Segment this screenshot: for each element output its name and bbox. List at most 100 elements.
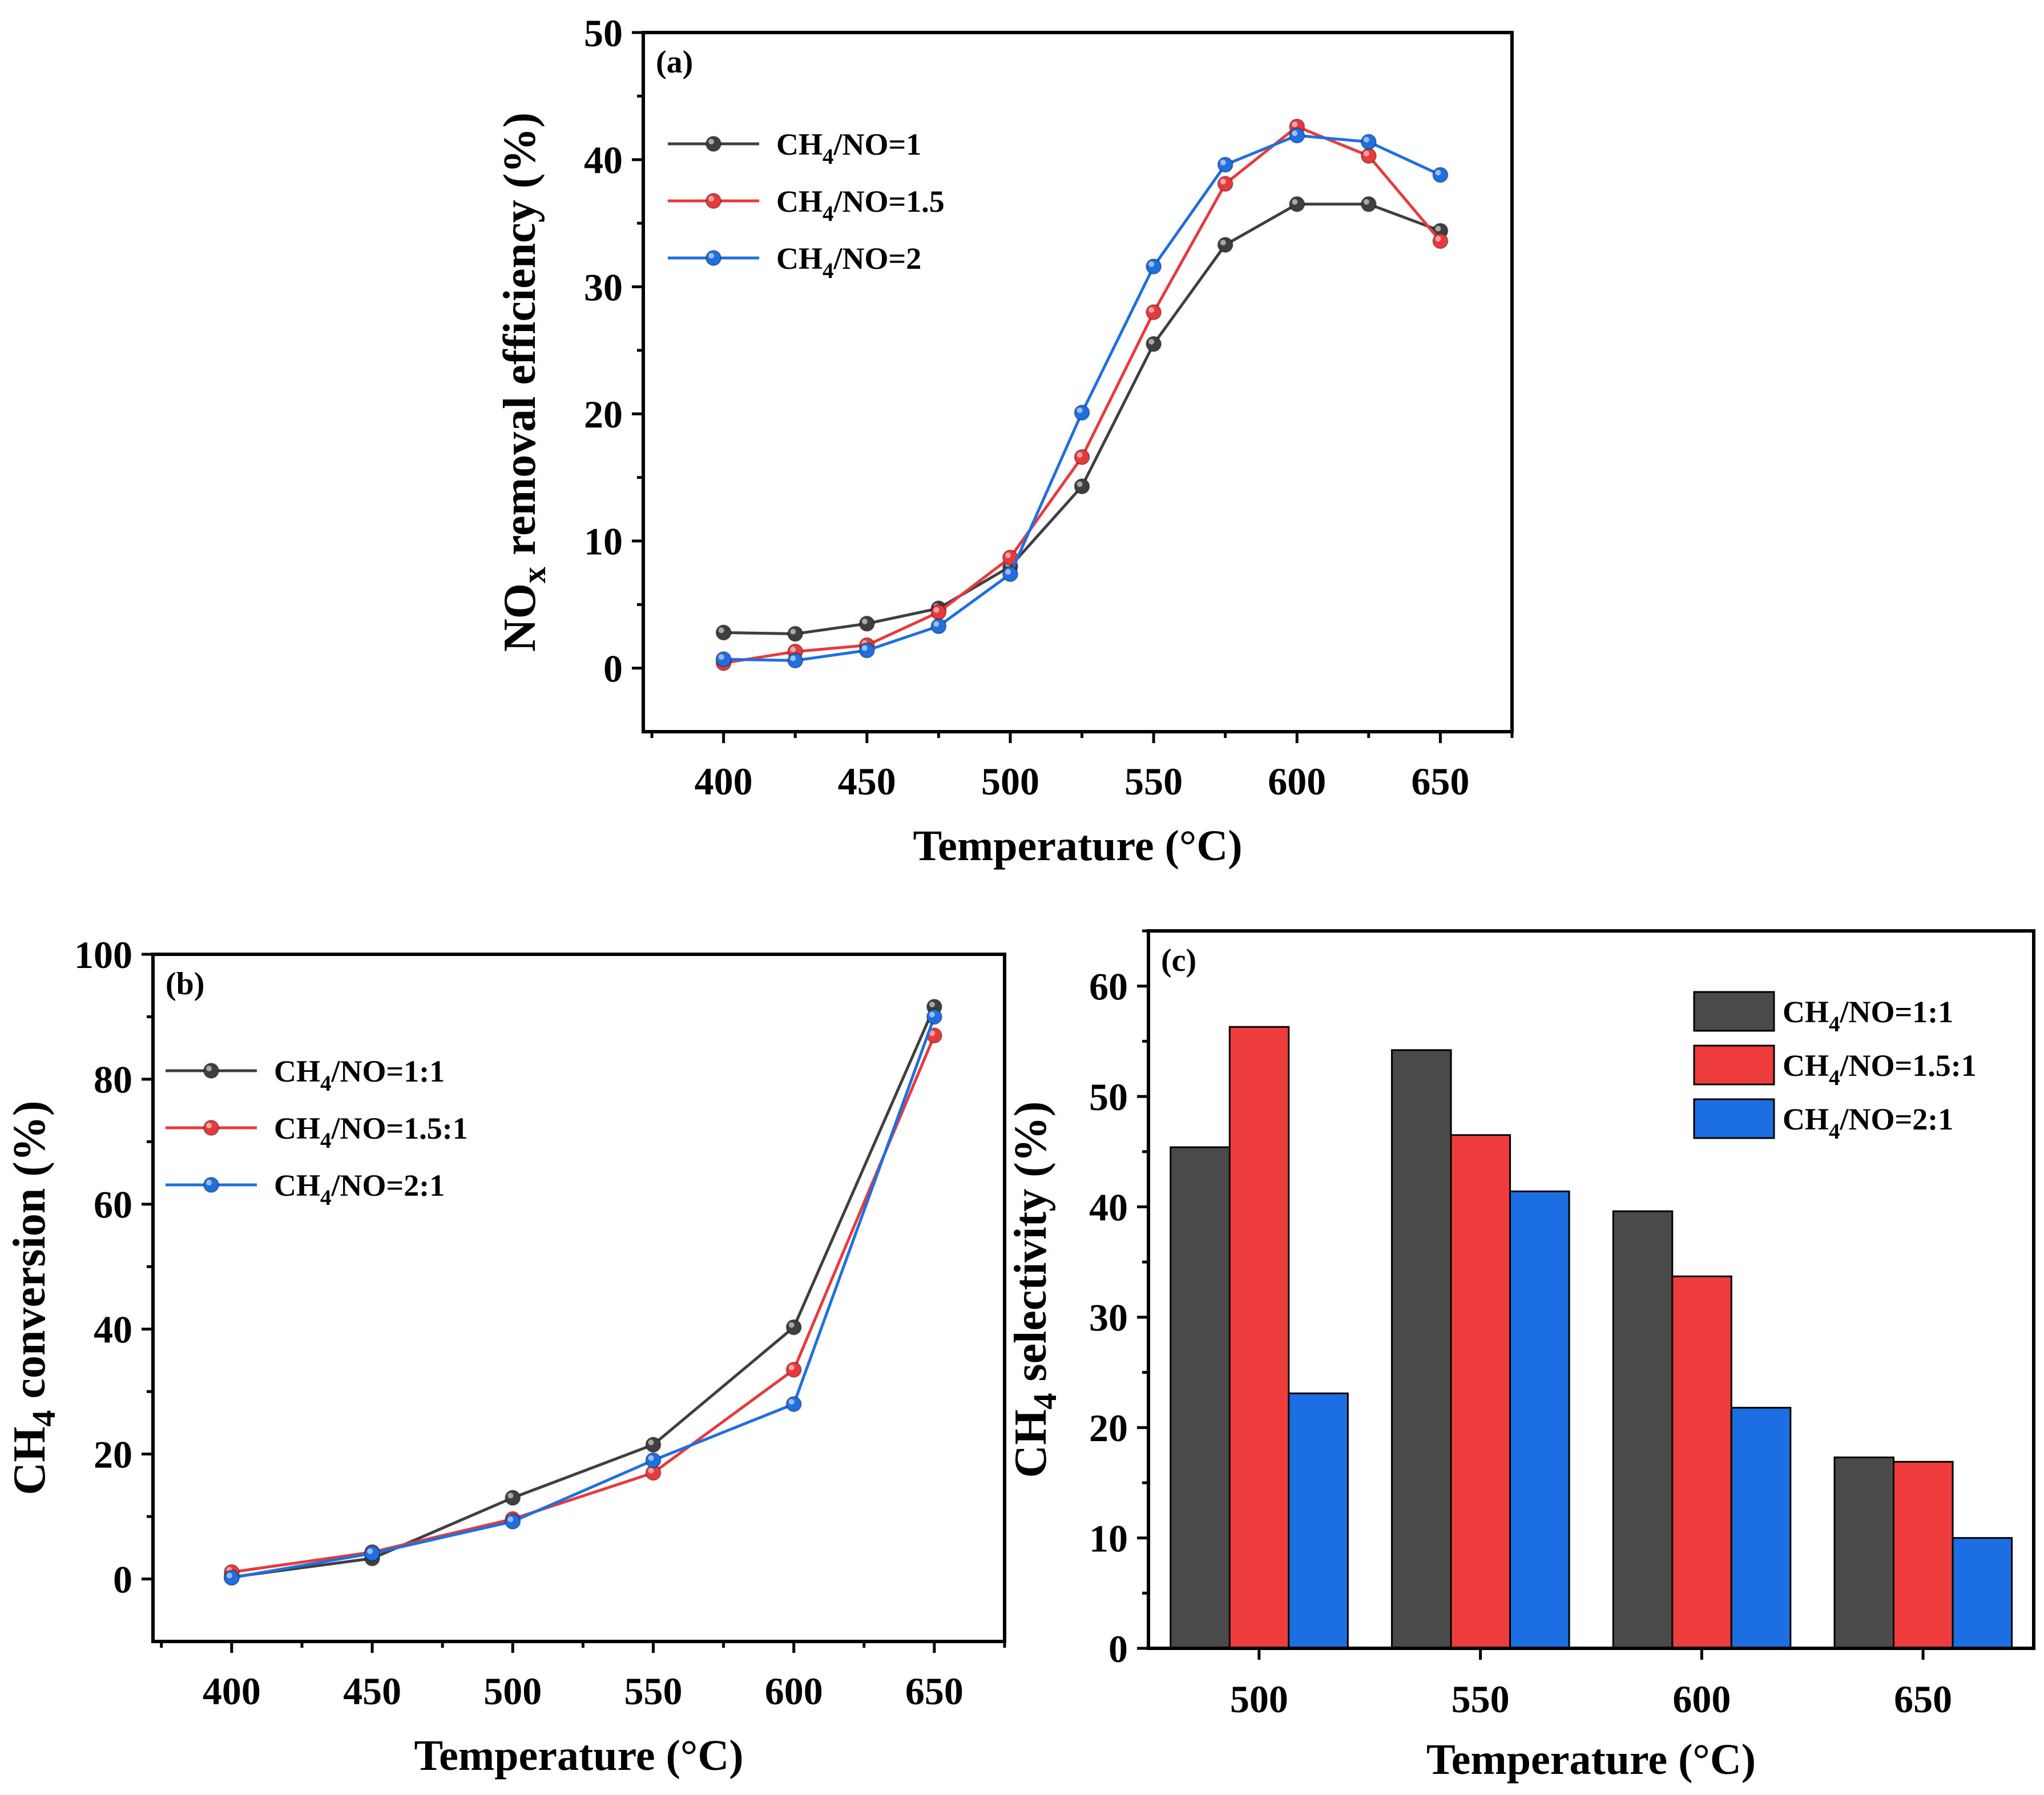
- data-point: [858, 615, 875, 632]
- y-axis-label-subscript: 4: [25, 1410, 62, 1427]
- data-point: [1074, 478, 1090, 495]
- data-point-marker: [1217, 236, 1233, 253]
- data-point-marker: [785, 1319, 802, 1336]
- series-line-3: [231, 1016, 936, 1579]
- data-point: [203, 1063, 219, 1079]
- data-point-marker: [203, 1177, 219, 1193]
- data-point-marker: [1360, 148, 1377, 164]
- data-point-marker: [715, 651, 732, 668]
- data-point-marker: [1146, 304, 1162, 320]
- legend-label-rest: /NO=1:1: [330, 1054, 445, 1088]
- data-point-highlight: [1220, 159, 1226, 166]
- legend-label-rest: /NO=1:1: [1839, 995, 1953, 1029]
- bar: [1730, 1406, 1792, 1649]
- data-point-marker: [705, 136, 721, 152]
- data-point-marker: [1289, 196, 1305, 212]
- x-tick-label: 450: [343, 1669, 401, 1713]
- data-point-highlight: [788, 1365, 795, 1370]
- data-point-highlight: [648, 1455, 654, 1461]
- data-point: [785, 1396, 802, 1413]
- y-axis-label: NOx removal efficiency (%): [495, 112, 553, 652]
- data-point-highlight: [929, 1002, 935, 1007]
- legend-label-main: CH: [274, 1168, 320, 1203]
- data-point: [1360, 196, 1377, 212]
- data-point-highlight: [929, 1030, 935, 1036]
- legend-label-main: CH: [776, 127, 823, 162]
- panel-label: (c): [1161, 943, 1196, 978]
- legend-label: CH4/NO=2:1: [1783, 1102, 1953, 1144]
- x-tick-label: 400: [203, 1669, 261, 1713]
- data-point-highlight: [1435, 225, 1441, 232]
- legend-label-rest: /NO=2: [833, 241, 921, 276]
- x-tick-label: 500: [981, 760, 1039, 803]
- data-point: [203, 1177, 219, 1193]
- data-point-marker: [203, 1120, 219, 1136]
- data-point-highlight: [1148, 338, 1155, 345]
- data-point-highlight: [718, 654, 724, 660]
- data-point: [645, 1465, 662, 1481]
- x-tick-label: 600: [1672, 1677, 1731, 1721]
- x-tick-label: 550: [1124, 760, 1183, 803]
- y-axis-label-subscript: 4: [1026, 1393, 1063, 1409]
- data-point-marker: [705, 193, 721, 209]
- data-point: [203, 1120, 219, 1136]
- data-point-highlight: [1005, 568, 1011, 575]
- x-tick-label: 500: [483, 1669, 542, 1713]
- data-point-highlight: [206, 1066, 212, 1072]
- data-point: [1289, 127, 1305, 144]
- data-point-highlight: [790, 628, 796, 635]
- data-point-highlight: [708, 196, 715, 202]
- legend-label: CH4/NO=1.5:1: [1783, 1048, 1977, 1090]
- y-tick-label: 50: [1089, 1075, 1128, 1119]
- legend-swatch-box: [1693, 991, 1775, 1032]
- data-point-marker: [203, 1063, 219, 1079]
- data-point: [1074, 449, 1090, 465]
- data-point-marker: [858, 615, 875, 632]
- data-point: [1432, 233, 1449, 249]
- data-point-highlight: [790, 646, 796, 652]
- data-point-highlight: [1364, 151, 1369, 157]
- data-point: [364, 1545, 381, 1562]
- y-tick-label: 20: [1089, 1406, 1128, 1450]
- data-point-highlight: [933, 621, 940, 627]
- data-point: [1289, 196, 1305, 212]
- y-tick-label: 10: [1089, 1516, 1128, 1560]
- data-point-marker: [715, 624, 732, 641]
- data-point: [787, 652, 804, 669]
- data-point-marker: [1074, 449, 1090, 465]
- legend-label: CH4/NO=2:1: [274, 1168, 445, 1210]
- data-point: [930, 604, 947, 620]
- legend-label-main: CH: [1783, 1048, 1829, 1083]
- data-point-highlight: [1220, 240, 1226, 245]
- y-tick-label: 40: [584, 139, 623, 182]
- legend-label-main: CH: [1783, 995, 1829, 1029]
- series-line-1: [231, 1006, 936, 1579]
- y-tick-label: 20: [584, 393, 623, 436]
- legend-label-subscript: 4: [320, 1128, 331, 1153]
- legend-label: CH4/NO=1:1: [274, 1054, 445, 1096]
- x-tick-label: 650: [905, 1669, 963, 1713]
- y-tick-label: 50: [584, 11, 623, 55]
- data-point-highlight: [507, 1493, 514, 1499]
- data-point-highlight: [933, 607, 940, 613]
- y-tick-label: 0: [113, 1558, 132, 1601]
- data-point-marker: [1146, 258, 1162, 275]
- data-point-marker: [1074, 478, 1090, 495]
- data-point-highlight: [861, 618, 868, 624]
- legend-swatch-box: [1693, 1044, 1775, 1086]
- data-point-highlight: [788, 1322, 795, 1328]
- legend-label-rest: /NO=1.5: [833, 184, 944, 219]
- data-point-marker: [858, 642, 875, 659]
- legend-label-main: CH: [776, 241, 823, 276]
- y-axis-label-main: NO: [495, 583, 545, 652]
- legend-label-subscript: 4: [1829, 1066, 1840, 1090]
- data-point: [1217, 176, 1233, 192]
- legend-label-subscript: 4: [1829, 1119, 1840, 1144]
- y-axis-label-rest: removal efficiency (%): [495, 112, 545, 567]
- legend-label-rest: /NO=1.5:1: [330, 1111, 467, 1145]
- data-point: [1432, 167, 1449, 183]
- data-point-highlight: [206, 1180, 212, 1186]
- bar: [1288, 1392, 1349, 1649]
- y-axis-label-subscript: x: [515, 567, 553, 583]
